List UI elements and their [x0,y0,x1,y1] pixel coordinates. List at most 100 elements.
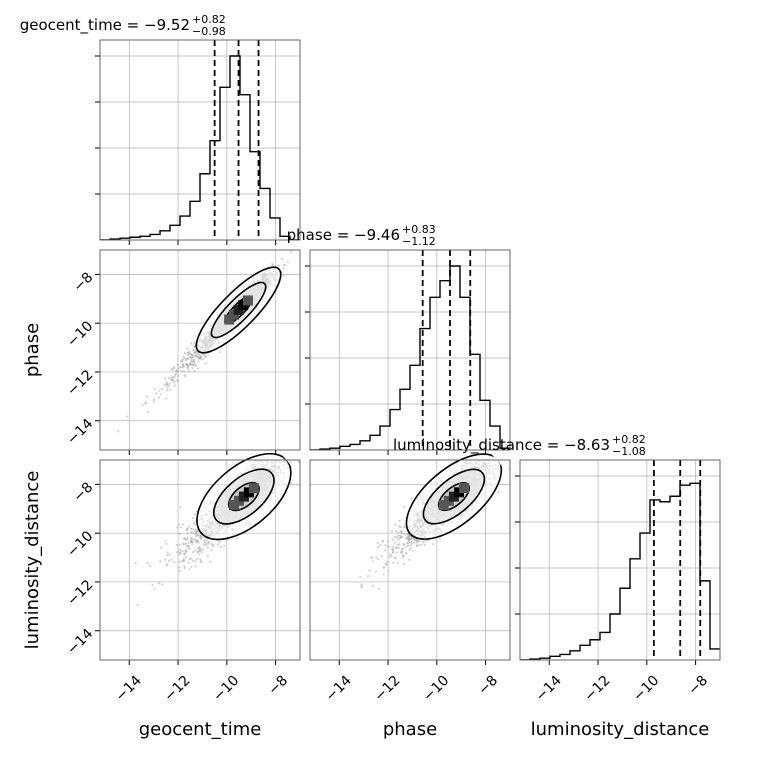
sample-point [175,372,178,375]
sample-point [438,537,442,541]
sample-point [194,565,197,568]
y-tick-label: −12 [64,367,96,399]
sample-point [181,358,184,361]
sample-point [187,561,190,564]
sample-point [403,533,406,536]
sample-point [394,556,397,559]
sample-point [189,539,193,542]
sample-point [192,364,195,367]
sample-point [182,537,185,540]
sample-point [207,540,210,543]
sample-point [198,553,201,556]
sample-point [404,536,407,540]
sample-point [170,558,173,561]
sample-point [404,552,407,555]
sample-point [198,357,202,360]
sample-point [186,347,189,350]
sample-point [176,526,179,529]
sample-point [182,559,185,563]
sample-point [179,550,182,554]
sample-point [297,460,300,464]
sample-point [210,549,213,552]
sample-point [207,541,210,544]
x-axis-label-luminosity_distance: luminosity_distance [531,719,710,740]
sample-point [196,534,199,537]
sample-point [204,356,207,359]
sample-point [394,556,397,560]
sample-point [422,541,425,544]
sample-point [178,553,181,556]
sample-point [196,547,200,550]
sample-point [190,531,193,534]
x-tick-label: −8 [685,673,711,699]
y-tick-label: −8 [70,269,96,295]
marginal-title-lower-luminosity_distance: −1.08 [612,445,646,458]
sample-point [187,544,190,548]
sample-point [185,358,188,361]
sample-point [193,529,196,532]
sample-point [185,549,188,552]
sample-point [195,355,198,358]
sample-point [218,540,221,543]
sample-point [202,354,206,357]
sample-point [144,401,147,404]
sample-point [163,383,166,386]
sample-point [394,529,398,533]
sample-point [403,543,406,546]
marginal-title-lower-geocent_time: −0.98 [192,25,226,38]
sample-point [198,546,201,549]
density-block [443,495,454,506]
sample-point [176,379,179,382]
sample-point [392,548,395,551]
sample-point [395,536,398,539]
sample-point [191,531,194,534]
y-axis-label-luminosity_distance: luminosity_distance [22,471,43,650]
sample-point [369,557,372,560]
sample-point [178,548,181,551]
sample-point [397,531,400,534]
y-tick-label: −12 [64,577,96,609]
sample-point [418,540,421,543]
sample-point [199,558,202,561]
sample-point [199,535,202,538]
sample-point [289,460,292,464]
sample-point [170,368,173,371]
sample-point [206,546,209,549]
sample-point [190,353,193,356]
panel-geocent_time-vs-phase: −14 −12 −10 −8 [64,249,301,455]
sample-point [203,541,207,544]
sample-point [401,556,405,559]
sample-point [391,538,394,541]
sample-point [278,451,280,453]
histogram-phase [310,265,510,450]
sample-point [415,539,419,542]
sample-point [189,362,192,365]
sample-point [286,261,290,264]
sample-point [171,375,175,379]
marginal-title-phase: phase = −9.46 [287,226,400,244]
sample-point [134,561,137,565]
sample-point [198,534,201,537]
panel-frame [99,249,301,451]
sample-point [408,534,411,537]
sample-point [401,554,404,557]
sample-point [193,512,197,516]
sample-point [380,555,383,558]
sample-point [180,366,184,369]
sample-point [408,538,412,541]
sample-point [187,547,190,550]
sample-point [198,353,201,357]
sample-point [192,348,195,351]
sample-point [186,536,189,539]
sample-point [414,538,417,542]
sample-point [411,497,414,500]
sample-point [194,350,197,353]
sample-point [197,541,200,544]
sample-point [164,558,167,561]
sample-point [406,541,409,545]
sample-point [168,382,171,385]
sample-point [186,351,189,355]
sample-point [405,552,408,555]
panel-frame [99,459,301,661]
sample-point [182,364,185,368]
